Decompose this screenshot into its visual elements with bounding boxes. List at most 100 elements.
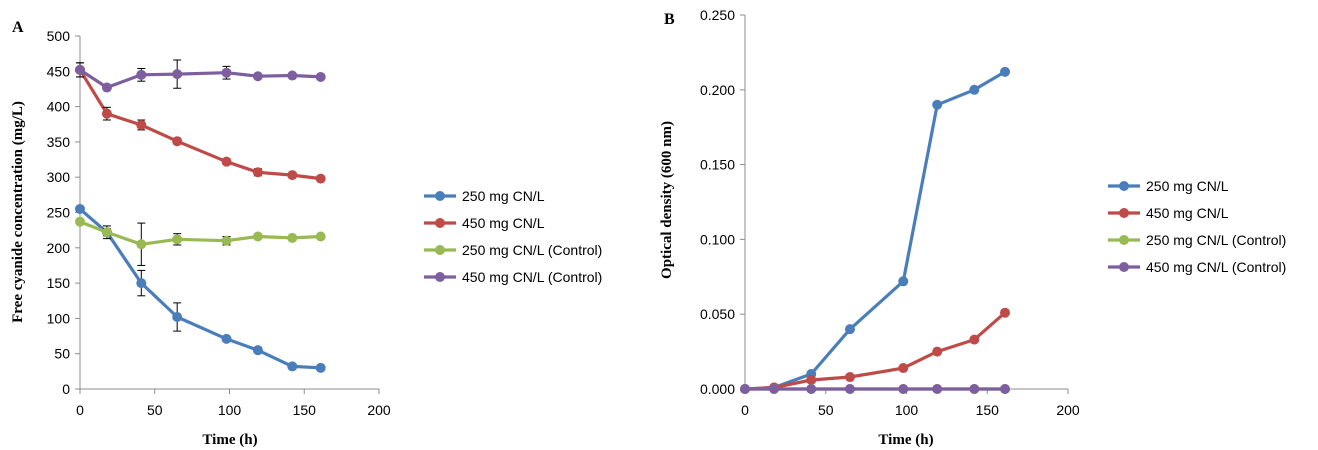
panel-a-legend: 250 mg CN/L 450 mg CN/L 250 mg CN/L (Contr… <box>424 188 602 285</box>
panel-b-data-point <box>844 324 855 335</box>
panel-b-y-tick-label: 0.050 <box>700 306 735 322</box>
panel-a-data-point <box>315 173 326 184</box>
panel-a-legend-item: 250 mg CN/L <box>424 188 545 204</box>
panel-b-series-line <box>744 311 1007 391</box>
panel-a-y-tick-label: 450 <box>47 63 71 79</box>
panel-b-legend-marker <box>1119 262 1129 272</box>
panel-a-legend-label: 450 mg CN/L (Control) <box>462 269 602 285</box>
panel-a-y-tick-label: 500 <box>47 28 71 44</box>
panel-b-x-axis-title: Time (h) <box>878 432 933 448</box>
panel-b-data-point <box>1000 384 1011 394</box>
panel-a-data-point <box>101 108 112 119</box>
panel-a-series <box>75 59 326 373</box>
panel-a-data-point <box>136 278 147 289</box>
panel-b-legend-label: 250 mg CN/L <box>1146 178 1229 194</box>
panel-a-series-2 <box>75 62 326 184</box>
panel-a-legend-marker <box>435 218 445 228</box>
panel-a-y-tick-label: 200 <box>47 240 71 256</box>
panel-a-label: A <box>12 19 24 36</box>
panel-a-data-point <box>101 82 112 93</box>
panel-b-data-point <box>844 372 855 383</box>
panel-a-data-point <box>75 216 85 227</box>
panel-b-y-tick-label: 0.150 <box>700 157 735 173</box>
panel-b-data-point <box>769 384 780 394</box>
panel-a-y-axis-title: Free cyanide concentration (mg/L) <box>10 101 26 323</box>
panel-a-y-tick-label: 350 <box>47 134 71 150</box>
panel-b-legend-item: 450 mg CN/L (Control) <box>1108 259 1286 275</box>
panel-b-data-point <box>969 384 980 394</box>
panel-a-data-point <box>315 71 326 82</box>
panel-a-x-tick-label: 100 <box>218 402 242 418</box>
panel-a-data-point <box>172 234 183 245</box>
panel-b-data-point <box>898 276 909 287</box>
panel-a-legend-item: 250 mg CN/L (Control) <box>424 242 602 258</box>
panel-b-legend-label: 250 mg CN/L (Control) <box>1146 232 1286 248</box>
panel-a-data-point <box>252 345 263 356</box>
panel-a-y-tick-label: 100 <box>47 310 71 326</box>
panel-b-legend: 250 mg CN/L 450 mg CN/L 250 mg CN/L (Contr… <box>1108 178 1286 275</box>
panel-b-data-point <box>898 384 909 394</box>
panel-a-data-point <box>75 203 85 214</box>
panel-b-legend-item: 450 mg CN/L <box>1108 205 1229 221</box>
panel-a-legend-label: 450 mg CN/L <box>462 215 545 231</box>
panel-b-data-point <box>969 334 980 345</box>
panel-a-x-tick-label: 200 <box>367 402 391 418</box>
panel-a-data-point <box>136 69 147 80</box>
panel-b-series-1 <box>740 66 1011 394</box>
panel-a-data-point <box>287 70 298 81</box>
panel-a-series-1 <box>75 203 326 373</box>
panel-a-legend-label: 250 mg CN/L <box>462 188 545 204</box>
panel-a-legend-marker <box>435 272 445 282</box>
panel-a-x-tick-label: 0 <box>76 402 84 418</box>
panel-a-data-point <box>101 227 112 238</box>
panel-a-series-4 <box>75 59 326 93</box>
panel-a-data-point <box>221 156 232 167</box>
panel-b-data-point <box>740 384 750 394</box>
panel-a-series-line <box>78 207 321 370</box>
panel-a-legend-label: 250 mg CN/L (Control) <box>462 242 602 258</box>
panel-b-data-point <box>806 384 817 394</box>
panel-b-data-point <box>1000 66 1011 77</box>
panel-a-y-tick-label: 150 <box>47 275 71 291</box>
panel-a-y-tick-label: 250 <box>47 205 71 221</box>
panel-b-axes: 0.000 0.050 0.100 0.150 0.200 0.250 0 50 100 150 2… <box>700 7 1080 418</box>
panel-b-data-point <box>932 384 943 394</box>
panel-b-legend-label: 450 mg CN/L (Control) <box>1146 259 1286 275</box>
panel-a-y-tick-label: 300 <box>47 169 71 185</box>
panel-a-data-point <box>136 239 147 250</box>
panel-a-series-line <box>78 69 321 181</box>
panel-a-data-point <box>315 362 326 373</box>
panel-a-series-line <box>79 220 321 246</box>
panel-a-chart: A 0 50 100 150 200 250 300 350 400 450 500 0 50 100 15… <box>10 19 602 448</box>
panel-b-y-tick-label: 0.250 <box>700 7 735 23</box>
panel-b-series-4 <box>740 384 1011 394</box>
panel-a-x-axis-title: Time (h) <box>202 432 257 448</box>
panel-b-x-tick-label: 100 <box>895 402 919 418</box>
panel-a-data-point <box>172 69 183 80</box>
panel-b-chart: B 0.000 0.050 0.100 0.150 0.200 0.250 0 50 100 15… <box>659 7 1286 448</box>
panel-a-data-point <box>75 64 85 75</box>
panel-a-data-point <box>136 119 147 130</box>
panel-b-legend-label: 450 mg CN/L <box>1146 205 1229 221</box>
panel-b-data-point <box>969 84 980 95</box>
panel-b-legend-marker <box>1119 181 1129 191</box>
panel-a-x-tick-label: 50 <box>147 402 163 418</box>
panel-b-y-tick-label: 0.100 <box>700 231 735 247</box>
panel-a-data-point <box>287 361 298 372</box>
panel-a-x-tick-label: 150 <box>293 402 317 418</box>
panel-b-series-2 <box>740 307 1011 394</box>
panel-a-data-point <box>221 333 232 344</box>
panel-a-series-3 <box>75 216 326 266</box>
panel-b-x-tick-label: 50 <box>818 402 834 418</box>
panel-a-legend-marker <box>435 191 445 201</box>
panel-a-y-tick-label: 50 <box>54 346 70 362</box>
panel-b-y-tick-label: 0.000 <box>700 381 735 397</box>
panel-b-legend-marker <box>1119 208 1129 218</box>
panel-a-data-point <box>252 231 263 242</box>
panel-a-data-point <box>172 136 183 147</box>
panel-b-legend-marker <box>1119 235 1129 245</box>
panel-b-y-tick-label: 0.200 <box>700 82 735 98</box>
panel-b-y-axis-title: Optical density (600 nm) <box>659 121 675 279</box>
panel-b-data-point <box>806 375 817 386</box>
